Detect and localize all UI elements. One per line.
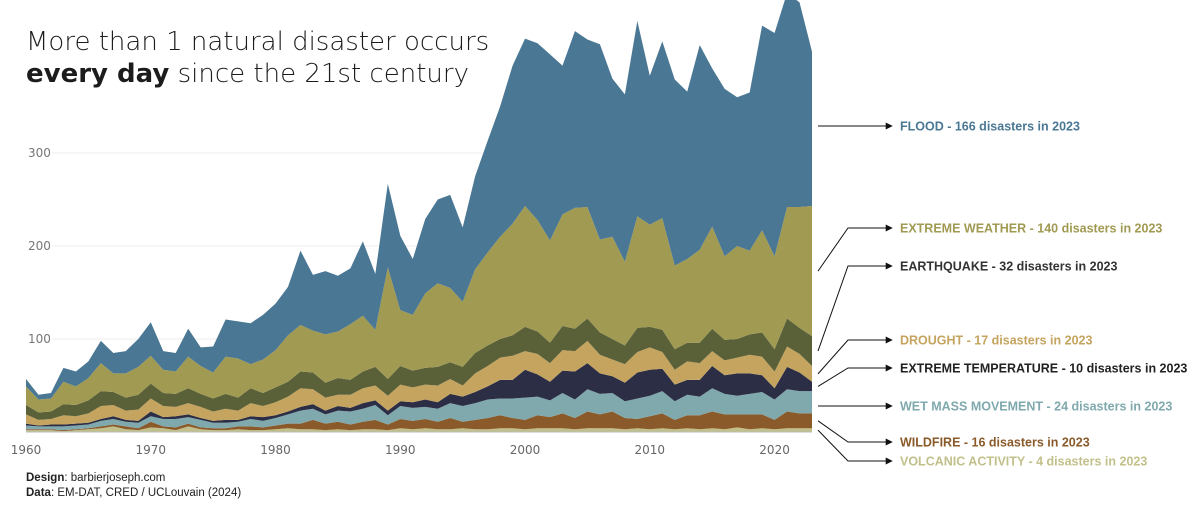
y-tick-label: 100 [28,332,51,346]
arrow-volcanic-activity [817,429,893,465]
area-extreme-temperature [26,363,812,427]
x-tick-label: 1980 [260,443,291,457]
data-value: : EM-DAT, CRED / UCLouvain (2024) [50,487,242,499]
label-extreme-weather: EXTREME WEATHER - 140 disasters in 2023 [900,222,1162,236]
data-label: Data [26,487,51,499]
y-tick-label: 200 [28,239,51,253]
label-flood: FLOOD - 166 disasters in 2023 [900,120,1080,134]
area-wet-mass-movement [26,388,812,431]
x-tick-label: 1960 [11,443,42,457]
data-credit: Data: EM-DAT, CRED / UCLouvain (2024) [26,486,241,501]
arrow-extreme-weather [817,224,893,272]
area-wildfire [26,411,812,432]
design-value: : barbierjoseph.com [64,472,166,484]
y-tick-label: 300 [28,146,51,160]
label-extreme-temperature: EXTREME TEMPERATURE - 10 disasters in 20… [900,362,1187,376]
credits: Design: barbierjoseph.com Data: EM-DAT, … [26,471,241,501]
arrow-earthquake [817,262,893,352]
title-line-2-rest: since the 21st century [169,59,469,89]
x-tick-label: 2010 [635,443,666,457]
chart-title: More than 1 natural disaster occurs ever… [26,26,489,90]
label-earthquake: EARTHQUAKE - 32 disasters in 2023 [900,260,1117,274]
area-volcanic-activity [26,426,812,432]
x-tick-label: 2020 [759,443,790,457]
arrow-wildfire [817,420,893,446]
x-tick-label: 1970 [135,443,166,457]
area-extreme-weather [26,206,812,413]
title-line-2: every day since the 21st century [26,58,489,90]
title-line-1: More than 1 natural disaster occurs [26,27,490,57]
title-emphasis: every day [26,59,170,89]
area-drought [26,340,812,426]
arrow-extreme-temperature [817,364,893,387]
x-tick-label: 2000 [510,443,541,457]
arrow-drought [817,336,893,375]
label-wet-mass-movement: WET MASS MOVEMENT - 24 disasters in 2023 [900,400,1172,414]
label-wildfire: WILDFIRE - 16 disasters in 2023 [900,436,1090,450]
area-earthquake [26,318,812,420]
area-flood [26,0,812,400]
design-label: Design [26,472,65,484]
label-drought: DROUGHT - 17 disasters in 2023 [900,334,1092,348]
design-credit: Design: barbierjoseph.com [26,471,241,486]
x-tick-label: 1990 [385,443,416,457]
label-volcanic-activity: VOLCANIC ACTIVITY - 4 disasters in 2023 [900,455,1147,469]
